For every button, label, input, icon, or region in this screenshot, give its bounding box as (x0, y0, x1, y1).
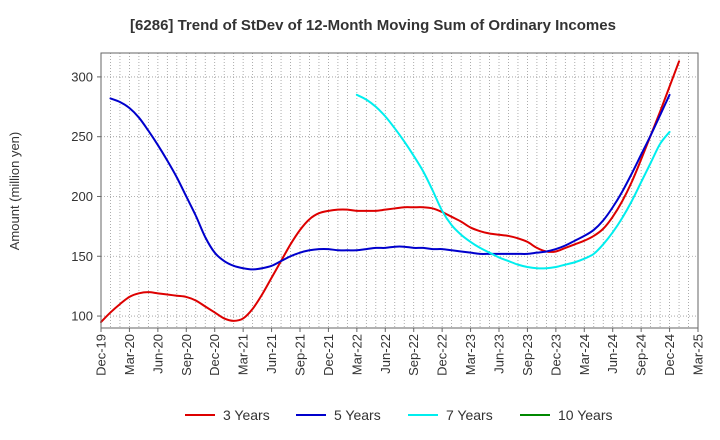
x-tick-label: Dec-19 (94, 334, 109, 376)
x-tick-label: Jun-24 (605, 334, 620, 374)
x-tick-label: Mar-24 (577, 334, 592, 375)
y-axis-label: Amount (million yen) (7, 132, 22, 251)
legend-label: 5 Years (334, 407, 381, 423)
x-tick-label: Mar-25 (691, 334, 706, 375)
x-tick-label: Mar-23 (463, 334, 478, 375)
x-tick-label: Mar-20 (122, 334, 137, 375)
x-tick-label: Mar-21 (236, 334, 251, 375)
x-axis-ticks: Dec-19 Mar-20 Jun-20 Sep-20 Dec-20 Mar-21 Jun-… (94, 328, 706, 376)
legend-label: 3 Years (223, 407, 270, 423)
series-line-5-years (109, 93, 671, 271)
y-tick-label: 300 (71, 69, 93, 84)
chart-title: [6286] Trend of StDev of 12-Month Moving… (130, 17, 616, 34)
x-tick-label: Mar-22 (349, 334, 364, 375)
legend-label: 10 Years (558, 407, 613, 423)
x-tick-label: Jun-23 (492, 334, 507, 374)
series-line-7-years (355, 93, 671, 270)
x-tick-label: Jun-22 (378, 334, 393, 374)
x-tick-label: Sep-24 (634, 334, 649, 376)
x-tick-label: Dec-23 (548, 334, 563, 376)
x-tick-label: Sep-20 (179, 334, 194, 376)
series-line-3-years (100, 60, 681, 324)
x-tick-label: Jun-20 (150, 334, 165, 374)
y-tick-label: 200 (71, 189, 93, 204)
y-tick-label: 150 (71, 249, 93, 264)
legend-label: 7 Years (446, 407, 493, 423)
y-axis-ticks: 100 150 200 250 300 (71, 69, 101, 324)
series-lines (100, 60, 681, 324)
x-tick-label: Dec-21 (321, 334, 336, 376)
x-tick-label: Dec-22 (435, 334, 450, 376)
legend: 3 Years 5 Years 7 Years 10 Years (185, 407, 613, 423)
x-tick-label: Dec-24 (662, 334, 677, 376)
y-tick-label: 250 (71, 129, 93, 144)
grid (101, 53, 698, 328)
plot-area (101, 53, 698, 328)
x-tick-label: Sep-21 (293, 334, 308, 376)
plot-frame (100, 52, 699, 329)
y-tick-label: 100 (71, 309, 93, 324)
x-tick-label: Dec-20 (207, 334, 222, 376)
x-tick-label: Jun-21 (264, 334, 279, 374)
x-tick-label: Sep-23 (520, 334, 535, 376)
x-tick-label: Sep-22 (406, 334, 421, 376)
